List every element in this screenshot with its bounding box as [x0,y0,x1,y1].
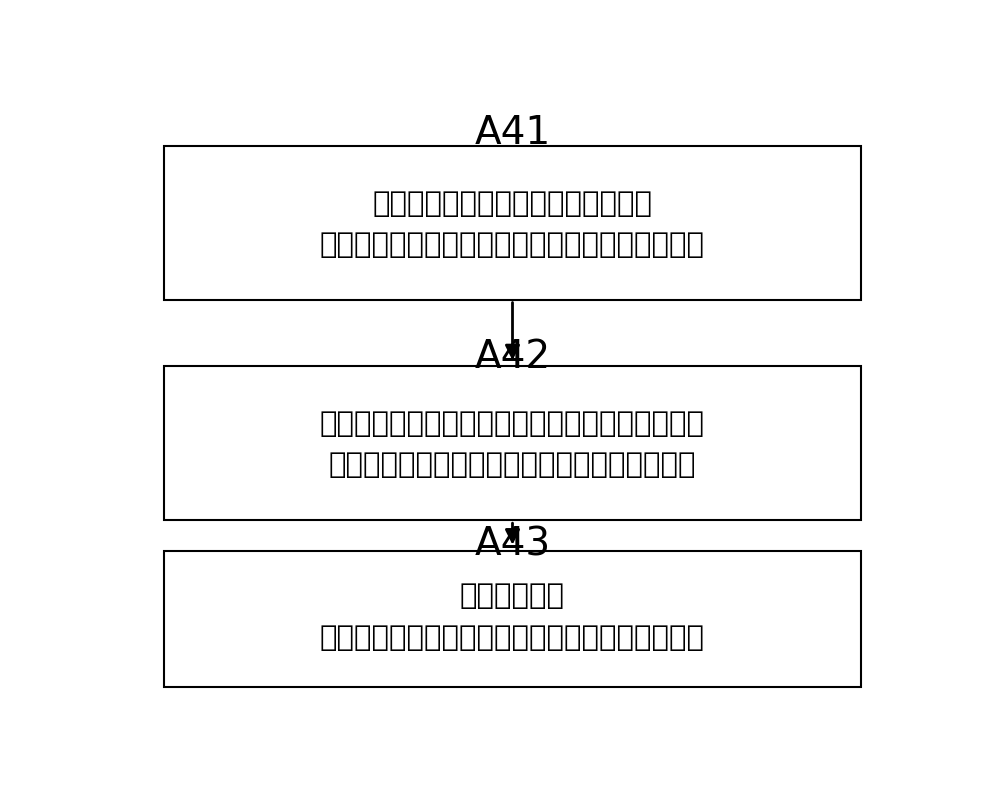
Text: A43: A43 [474,525,551,564]
FancyBboxPatch shape [164,145,861,300]
Text: A41: A41 [474,115,551,152]
Text: A42: A42 [474,338,551,376]
FancyBboxPatch shape [164,366,861,520]
Text: 各节点接收到探伤检测报文后回应探伤回声报文，
并将探伤检测报文沿环发送给相邻的下一跳设备: 各节点接收到探伤检测报文后回应探伤回声报文， 并将探伤检测报文沿环发送给相邻的下… [320,411,705,480]
Text: 始发节点触发超时后，从该节点东向
及西向向环路拓扑直连节点同时发送探伤检测报文: 始发节点触发超时后，从该节点东向 及西向向环路拓扑直连节点同时发送探伤检测报文 [320,189,705,259]
FancyBboxPatch shape [164,550,861,687]
Text: 始发节点根据
收到的东西两向探伤回声报文，计算得出故障位置: 始发节点根据 收到的东西两向探伤回声报文，计算得出故障位置 [320,582,705,652]
